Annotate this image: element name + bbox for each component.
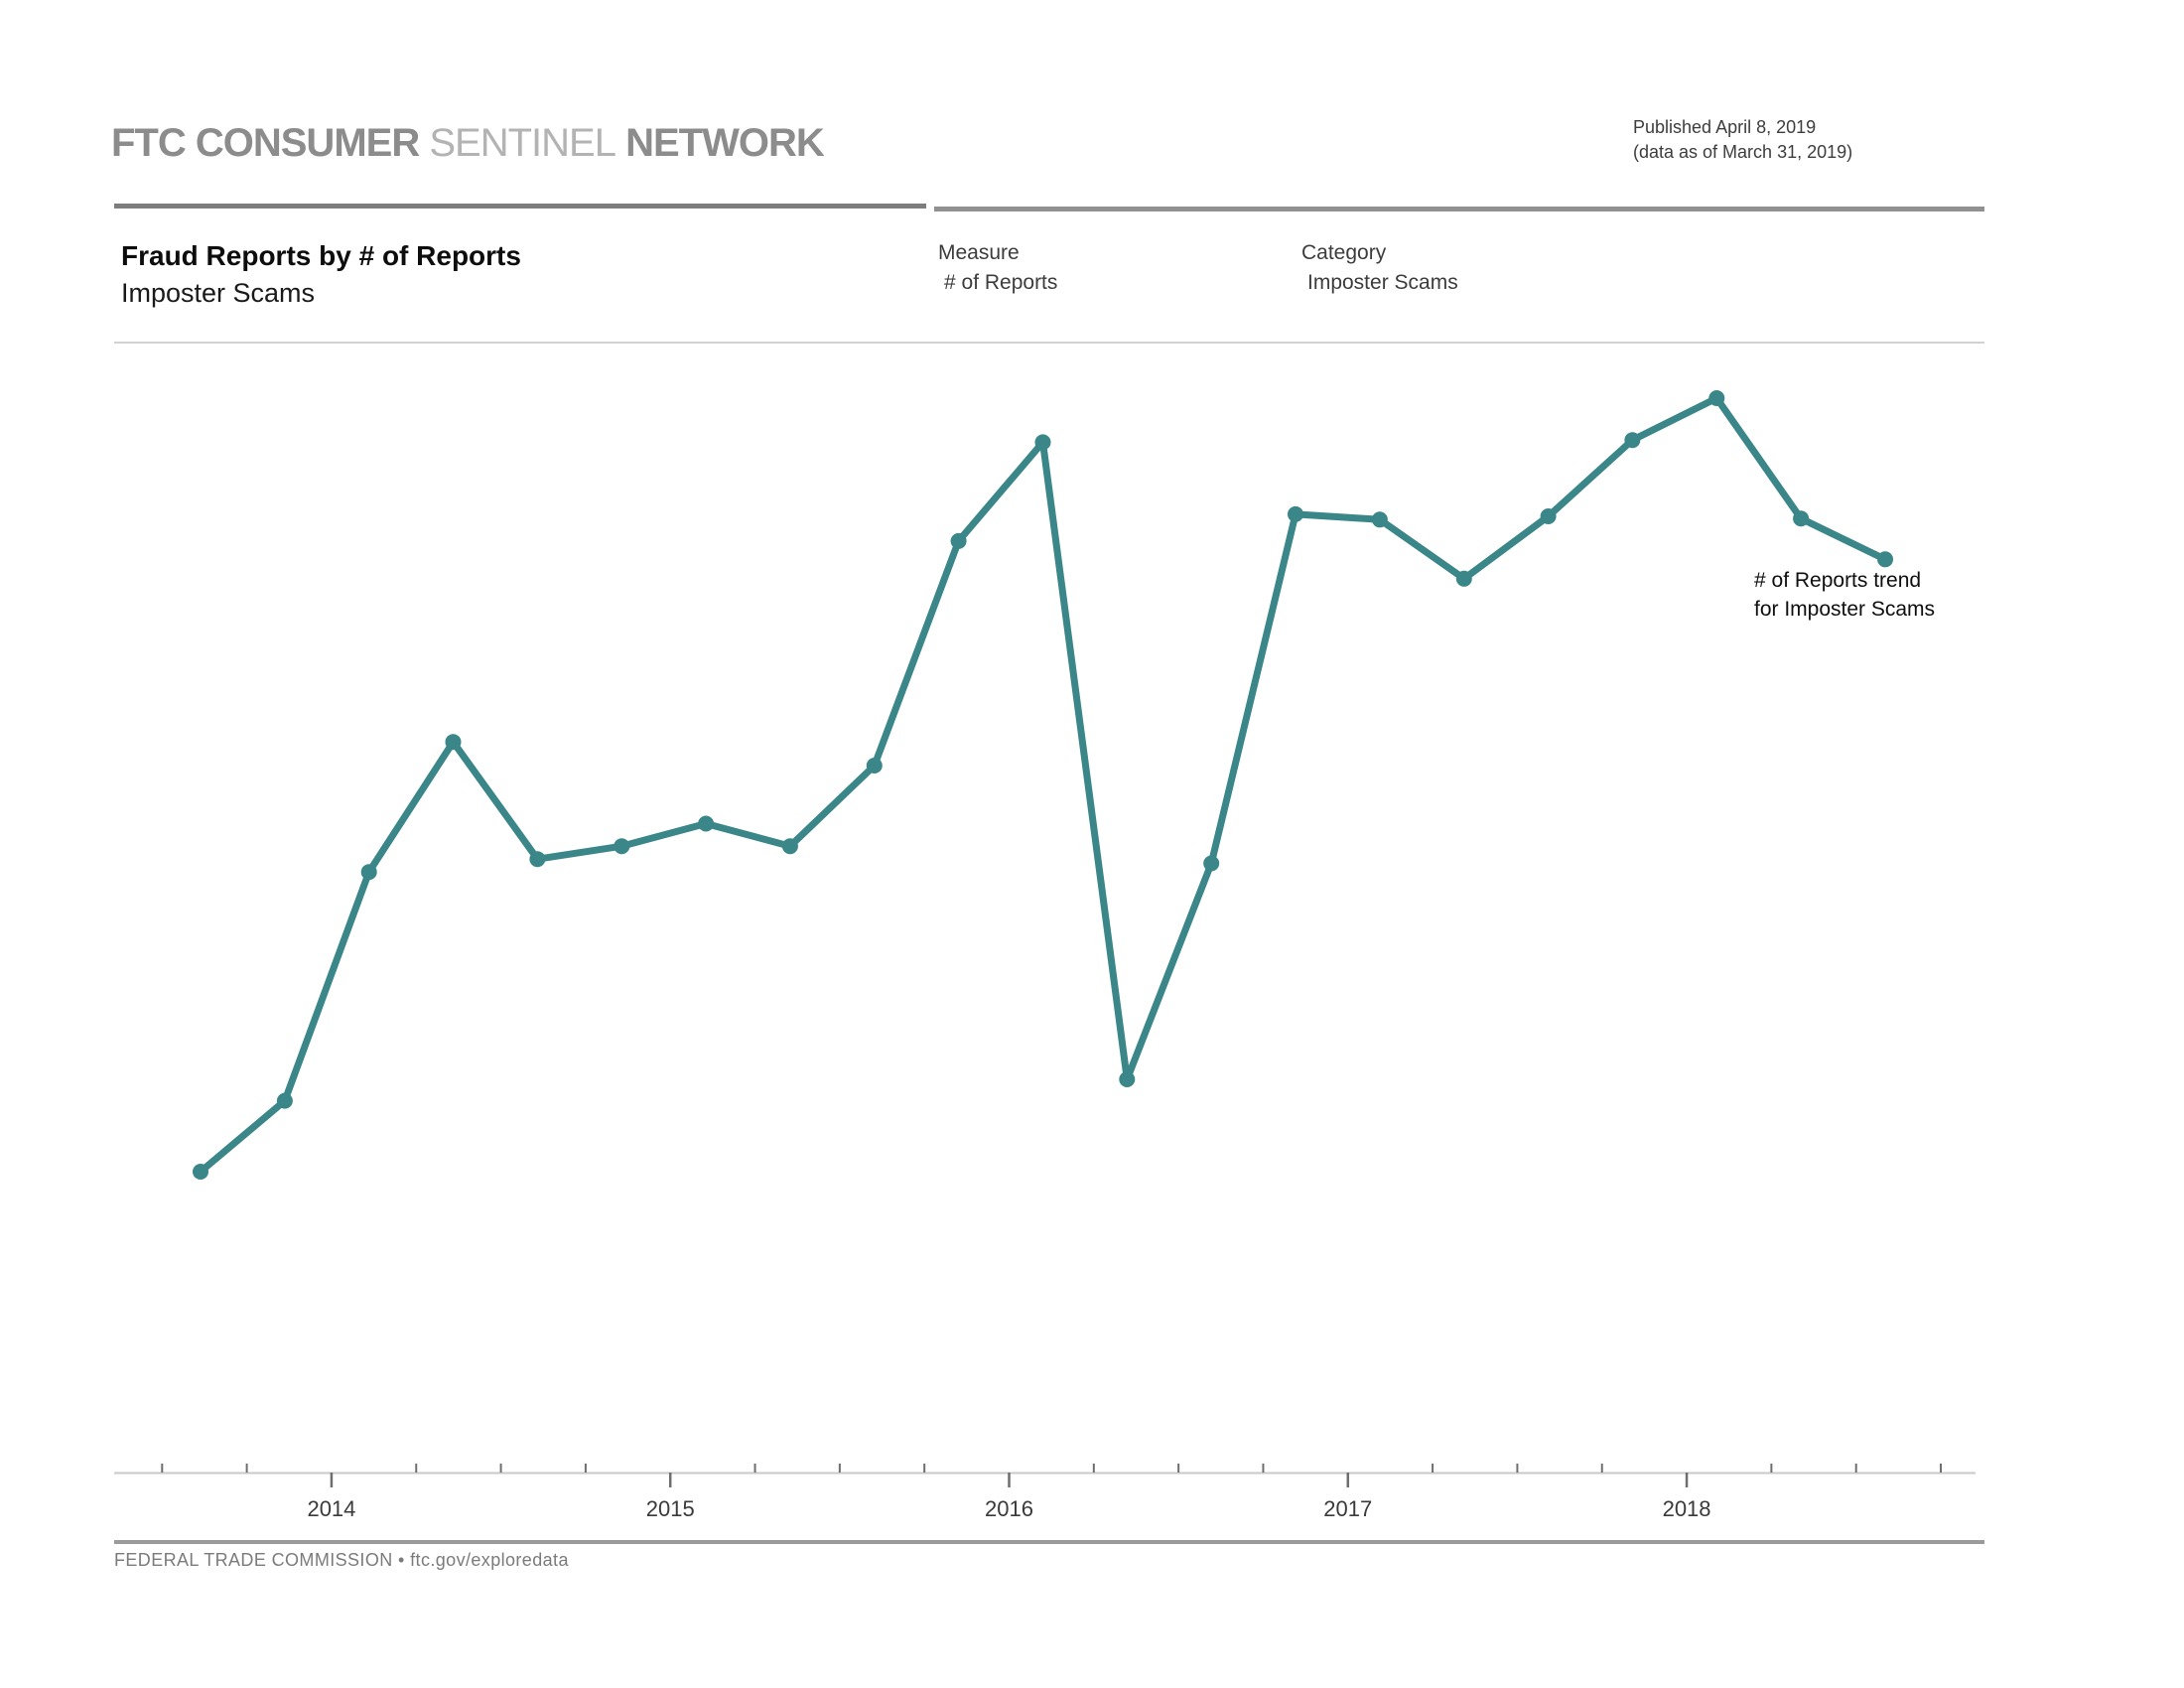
- report-title: Fraud Reports by # of Reports: [121, 240, 521, 271]
- x-axis-year-label: 2014: [307, 1496, 355, 1521]
- x-axis-year-label: 2015: [646, 1496, 695, 1521]
- published-info: Published April 8, 2019 (data as of Marc…: [1633, 115, 1852, 165]
- data-point[interactable]: 2018 Q1 — 100: [1708, 390, 1725, 406]
- chart-annotation: # of Reports trend for Imposter Scams: [1754, 566, 2002, 624]
- data-point[interactable]: 2018 Q2 — 88.8: [1793, 510, 1810, 527]
- section-divider: [114, 342, 1984, 344]
- footer-separator: •: [398, 1550, 405, 1570]
- data-point[interactable]: 2015 Q1 — 60.4: [698, 815, 715, 832]
- footer-text: FEDERAL TRADE COMMISSION • ftc.gov/explo…: [114, 1550, 569, 1571]
- data-point[interactable]: 2014 Q1 — 55.9: [360, 864, 377, 881]
- header-divider-left: [114, 204, 926, 209]
- data-point[interactable]: 2015 Q4 — 86.7: [950, 532, 967, 549]
- brand-network: NETWORK: [625, 121, 825, 165]
- data-point[interactable]: 2013 Q3 — 28: [193, 1164, 208, 1180]
- data-point[interactable]: 2016 Q3 — 56.7: [1203, 855, 1220, 872]
- report-subtitle: Imposter Scams: [121, 278, 316, 308]
- data-point[interactable]: 2017 Q2 — 83.2: [1455, 570, 1472, 587]
- chart-annotation-line1: # of Reports trend: [1754, 569, 1922, 592]
- data-point[interactable]: 2018 Q3 — 85: [1877, 551, 1893, 568]
- published-asof: (data as of March 31, 2019): [1633, 142, 1853, 162]
- data-point[interactable]: 2013 Q4 — 34.6: [276, 1092, 293, 1109]
- chart-annotation-line2: for Imposter Scams: [1754, 598, 1936, 621]
- footer-agency: FEDERAL TRADE COMMISSION: [114, 1550, 393, 1570]
- data-point[interactable]: 2015 Q3 — 65.8: [866, 758, 883, 774]
- data-point[interactable]: 2016 Q2 — 36.6: [1119, 1071, 1136, 1087]
- x-axis-year-label: 2017: [1323, 1496, 1372, 1521]
- data-point[interactable]: 2016 Q1 — 95.9: [1034, 434, 1051, 451]
- data-point[interactable]: 2014 Q2 — 68: [445, 734, 462, 751]
- data-point[interactable]: 2016 Q4 — 89.2: [1288, 505, 1303, 522]
- measure-label: Measure: [938, 241, 1020, 264]
- published-date: Published April 8, 2019: [1633, 117, 1817, 137]
- data-point[interactable]: 2014 Q4 — 58.3: [614, 838, 630, 855]
- brand-sentinel: SENTINEL: [429, 121, 616, 165]
- category-label: Category: [1301, 241, 1387, 264]
- measure-value[interactable]: # of Reports: [944, 271, 1058, 294]
- x-axis-year-label: 2018: [1663, 1496, 1711, 1521]
- data-point[interactable]: 2017 Q4 — 96.1: [1624, 432, 1641, 449]
- data-point[interactable]: 2015 Q2 — 58.3: [781, 838, 798, 855]
- category-value[interactable]: Imposter Scams: [1307, 271, 1458, 294]
- x-axis-year-label: 2016: [985, 1496, 1033, 1521]
- data-point[interactable]: 2017 Q1 — 88.7: [1371, 511, 1388, 528]
- data-point[interactable]: 2014 Q3 — 57.1: [529, 851, 546, 868]
- footer-url[interactable]: ftc.gov/exploredata: [410, 1550, 569, 1570]
- brand-ftc-consumer: FTC CONSUMER: [111, 121, 420, 165]
- trend-line: [197, 394, 1889, 1176]
- footer-divider: [114, 1540, 1984, 1544]
- data-point[interactable]: 2017 Q3 — 89: [1540, 508, 1557, 524]
- header-brand: FTC CONSUMER SENTINEL NETWORK: [111, 121, 825, 166]
- header-divider-right: [934, 207, 1984, 211]
